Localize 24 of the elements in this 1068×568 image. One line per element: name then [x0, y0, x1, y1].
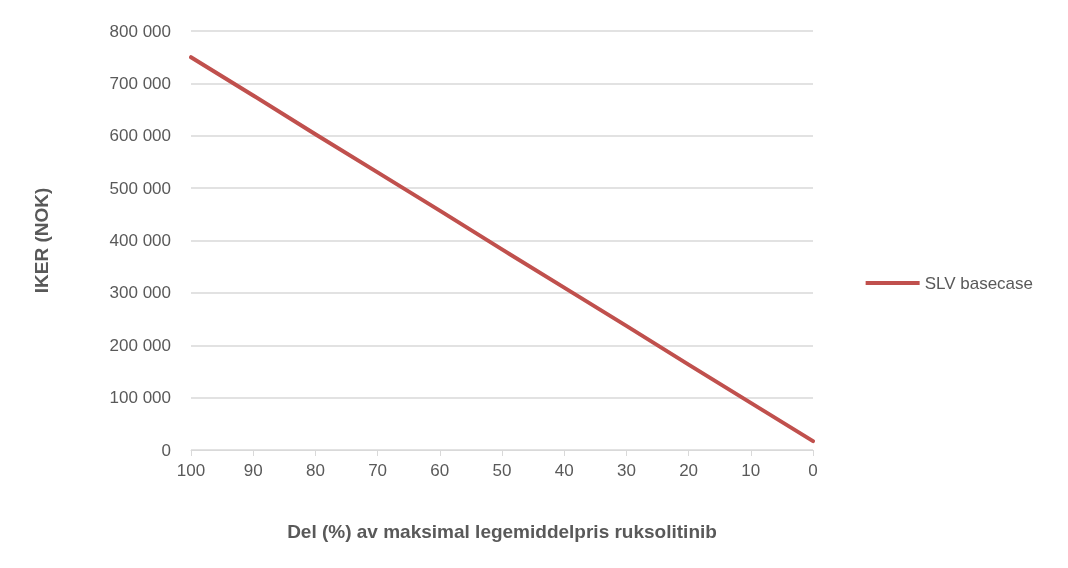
y-tick-label: 600 000 — [109, 126, 171, 146]
x-tick-label: 80 — [305, 461, 325, 480]
y-tick-label: 100 000 — [109, 388, 171, 408]
y-tick-label: 300 000 — [109, 283, 171, 303]
x-tick-label: 60 — [430, 461, 450, 480]
y-tick-label: 700 000 — [109, 73, 171, 93]
y-tick-label: 800 000 — [109, 21, 171, 41]
y-axis-title: IKER (NOK) — [31, 187, 52, 294]
line-series — [189, 55, 815, 444]
x-tick-label: 20 — [679, 461, 699, 480]
x-tick-label: 40 — [554, 461, 574, 480]
x-tick-label: 50 — [492, 461, 512, 480]
y-tick-label: 200 000 — [109, 335, 171, 355]
x-tick-label: 100 — [176, 461, 206, 480]
x-tick-label: 90 — [243, 461, 263, 480]
x-tick-label: 10 — [741, 461, 761, 480]
x-axis-title: Del (%) av maksimal legemiddelpris ruksolitinib — [287, 521, 717, 542]
y-tick-label: 500 000 — [109, 178, 171, 198]
x-tick-label: 0 — [808, 461, 818, 480]
x-tick-label: 70 — [368, 461, 388, 480]
y-tick-label: 400 000 — [109, 231, 171, 250]
legend-label: SLV basecase — [924, 273, 1034, 293]
y-tick-label: 0 — [161, 440, 171, 460]
x-tick-label: 30 — [616, 461, 636, 480]
